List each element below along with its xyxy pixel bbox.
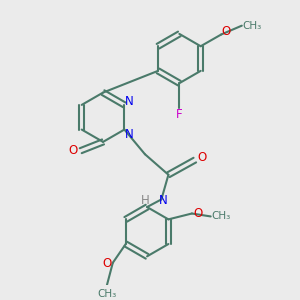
Text: CH₃: CH₃ xyxy=(243,21,262,31)
Text: O: O xyxy=(102,257,112,271)
Text: N: N xyxy=(125,128,134,141)
Text: O: O xyxy=(197,151,206,164)
Text: O: O xyxy=(221,25,231,38)
Text: CH₃: CH₃ xyxy=(97,289,117,299)
Text: H: H xyxy=(141,194,149,207)
Text: N: N xyxy=(125,95,134,108)
Text: CH₃: CH₃ xyxy=(212,212,231,221)
Text: F: F xyxy=(176,108,183,122)
Text: N: N xyxy=(159,194,168,207)
Text: O: O xyxy=(68,144,78,157)
Text: O: O xyxy=(193,207,203,220)
